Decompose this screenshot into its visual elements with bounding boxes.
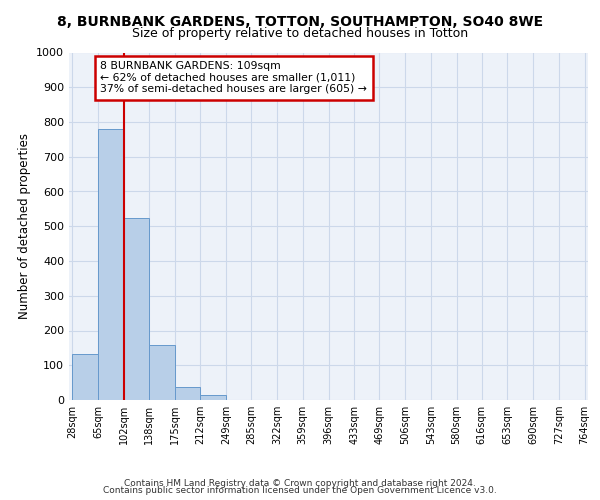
Text: Size of property relative to detached houses in Totton: Size of property relative to detached ho… [132, 28, 468, 40]
Text: Contains public sector information licensed under the Open Government Licence v3: Contains public sector information licen… [103, 486, 497, 495]
Bar [73, 354, 98, 400]
Text: 8 BURNBANK GARDENS: 109sqm
← 62% of detached houses are smaller (1,011)
37% of s: 8 BURNBANK GARDENS: 109sqm ← 62% of deta… [100, 61, 367, 94]
Y-axis label: Number of detached properties: Number of detached properties [17, 133, 31, 320]
Text: Contains HM Land Registry data © Crown copyright and database right 2024.: Contains HM Land Registry data © Crown c… [124, 478, 476, 488]
Bar [200, 395, 226, 400]
Bar [175, 387, 200, 400]
Bar [149, 344, 175, 400]
Text: 8, BURNBANK GARDENS, TOTTON, SOUTHAMPTON, SO40 8WE: 8, BURNBANK GARDENS, TOTTON, SOUTHAMPTON… [57, 15, 543, 29]
Bar [124, 218, 149, 400]
Bar [98, 130, 124, 400]
